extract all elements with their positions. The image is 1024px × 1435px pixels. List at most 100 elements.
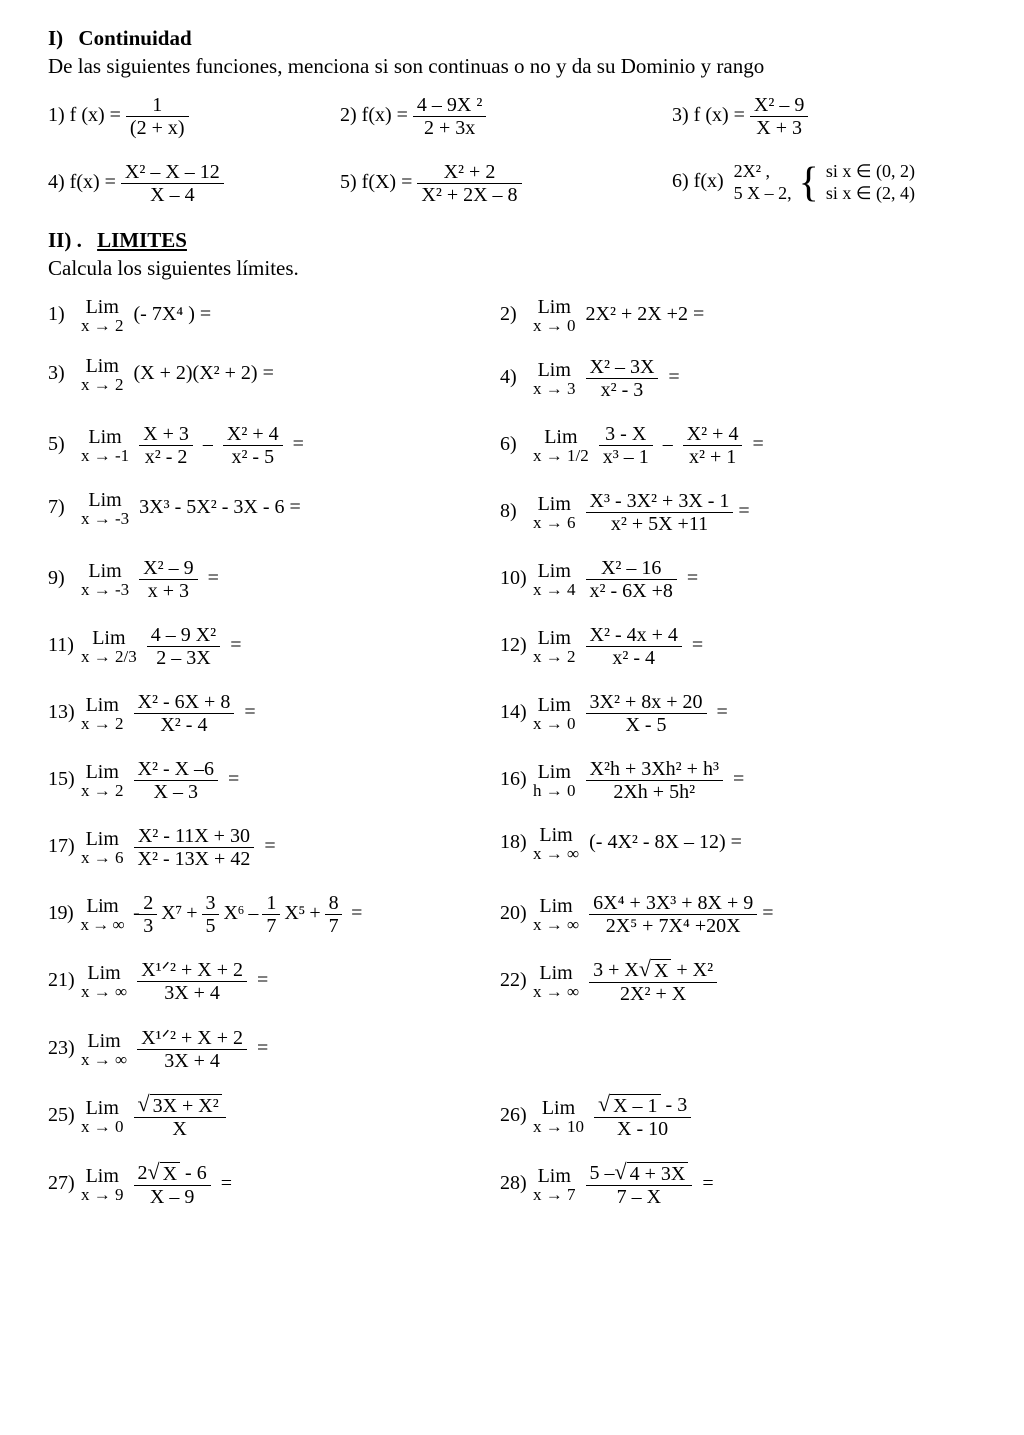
problem-number: 3) — [48, 362, 76, 385]
radicand: 4 + 3X — [627, 1162, 689, 1185]
numerator: 1 — [126, 94, 189, 117]
limit-17: 17) Limx → 6 X² - 11X + 30X² - 13X + 42 … — [48, 825, 488, 870]
denominator: 3X + 4 — [137, 1050, 247, 1072]
equals: = — [762, 902, 773, 924]
lim-text: Lim — [81, 490, 129, 510]
problem-number: 15) — [48, 768, 76, 791]
lim-to: x → 4 — [533, 581, 576, 598]
expression: 3X³ - 5X² - 3X - 6 = — [139, 496, 301, 518]
problem-2: 2) f(x) = 4 – 9X ² 2 + 3x — [340, 94, 660, 139]
numerator: 3 + X√X + X² — [589, 959, 717, 983]
equals: = — [228, 768, 239, 790]
numerator: X² - 4x + 4 — [586, 624, 682, 647]
problem-number: 7) — [48, 496, 76, 519]
numerator: X² – 16 — [586, 557, 677, 580]
radicand: X — [160, 1162, 180, 1185]
limit-12: 12) Limx → 2 X² - 4x + 4x² - 4 = — [500, 624, 1000, 669]
denominator: X² - 13X + 42 — [134, 848, 255, 870]
cond-a: si x ∈ (0, 2) — [826, 161, 915, 181]
limit-25: 25) Limx → 0 √3X + X² X — [48, 1094, 488, 1140]
continuity-row-2: 4) f(x) = X² – X – 12 X – 4 5) f(X) = X²… — [48, 161, 1004, 206]
limits-row-7: 13) Limx → 2 X² - 6X + 8X² - 4 = 14) Lim… — [48, 691, 1004, 736]
lim-text: Lim — [533, 561, 576, 581]
limits-row-1: 1) Limx → 2 (- 7X⁴ ) = 2) Limx → 0 2X² +… — [48, 297, 1004, 334]
numerator: 3X² + 8x + 20 — [586, 691, 707, 714]
term: - 6 — [180, 1162, 207, 1184]
problem-1: 1) f (x) = 1 (2 + x) — [48, 94, 328, 139]
numerator: 2 — [139, 892, 157, 915]
expression: (- 7X⁴ ) = — [134, 303, 212, 325]
lim-text: Lim — [533, 427, 589, 447]
problem-number: 20) — [500, 902, 528, 925]
lim-text: Lim — [533, 360, 576, 380]
numerator: X² - 6X + 8 — [134, 691, 235, 714]
section-2-instructions: Calcula los siguientes límites. — [48, 256, 1004, 280]
term: X⁵ + — [284, 902, 320, 924]
lim-text: Lim — [533, 896, 579, 916]
section-1-name: Continuidad — [78, 26, 191, 50]
limit-6: 6) Limx → 1/2 3 - Xx³ – 1 – X² + 4x² + 1… — [500, 423, 1000, 468]
term: 5 – — [590, 1162, 615, 1184]
denominator: X — [134, 1118, 226, 1140]
lim-text: Lim — [533, 963, 579, 983]
numerator: 5 –√4 + 3X — [586, 1162, 693, 1186]
problem-label: 4) f(x) = — [48, 171, 116, 193]
radical-icon: √ — [138, 1094, 150, 1114]
numerator: X² – 9 — [139, 557, 197, 580]
piece-a: 2X² , — [734, 161, 770, 181]
equals: = — [692, 634, 703, 656]
radicand: X — [651, 959, 671, 982]
section-1-instructions: De las siguientes funciones, menciona si… — [48, 54, 1004, 78]
limits-row-12: 23) Limx → ∞ X¹ᐟ² + X + 23X + 4 = — [48, 1027, 1004, 1072]
denominator: 3 — [139, 915, 157, 937]
denominator: 2 + 3x — [413, 117, 486, 139]
left-brace-icon: { — [799, 164, 819, 202]
lim-to: x → ∞ — [81, 983, 127, 1000]
denominator: x² - 4 — [586, 647, 682, 669]
radical-icon: √ — [639, 959, 651, 979]
equals: = — [738, 500, 749, 522]
problem-number: 19) — [48, 902, 76, 925]
problem-number: 9) — [48, 567, 76, 590]
problem-number: 21) — [48, 969, 76, 992]
limits-row-8: 15) Limx → 2 X² - X –6X – 3 = 16) Limh →… — [48, 758, 1004, 803]
limit-14: 14) Limx → 0 3X² + 8x + 20X - 5 = — [500, 691, 1000, 736]
lim-text: Lim — [81, 896, 125, 916]
limits-row-11: 21) Limx → ∞ X¹ᐟ² + X + 23X + 4 = 22) Li… — [48, 959, 1004, 1005]
limit-26: 26) Limx → 10 √X – 1 - 3 X - 10 — [500, 1094, 1000, 1140]
lim-text: Lim — [533, 762, 576, 782]
section-2-name: LIMITES — [97, 228, 187, 252]
problem-number: 26) — [500, 1104, 528, 1127]
lim-text: Lim — [533, 1166, 576, 1186]
denominator: x² - 2 — [139, 446, 193, 468]
denominator: x² - 6X +8 — [586, 580, 677, 602]
numerator: X² - 11X + 30 — [134, 825, 255, 848]
limit-15: 15) Limx → 2 X² - X –6X – 3 = — [48, 758, 488, 803]
denominator: X² + 2X – 8 — [417, 184, 521, 206]
denominator: x² + 5X +11 — [586, 513, 734, 535]
denominator: x³ – 1 — [599, 446, 653, 468]
equals: = — [668, 366, 679, 388]
lim-text: Lim — [533, 1098, 584, 1118]
denominator: 2Xh + 5h² — [586, 781, 723, 803]
lim-to: x → 2 — [533, 648, 576, 665]
limits-row-10: 19) Limx → ∞ -23 X⁷ + 35 X⁶ – 17 X⁵ + 87… — [48, 892, 1004, 937]
equals: = — [257, 969, 268, 991]
section-2-title: II) . LIMITES — [48, 228, 1004, 252]
limits-row-2: 3) Limx → 2 (X + 2)(X² + 2) = 4) Limx → … — [48, 356, 1004, 401]
numerator: 2√X - 6 — [134, 1162, 211, 1186]
problem-number: 16) — [500, 768, 528, 791]
equals: = — [351, 902, 362, 924]
problem-number: 4) — [500, 366, 528, 389]
section-2-roman: II) . — [48, 228, 82, 252]
cond-b: si x ∈ (2, 4) — [826, 183, 915, 203]
limit-21: 21) Limx → ∞ X¹ᐟ² + X + 23X + 4 = — [48, 959, 488, 1004]
numerator: X² + 4 — [223, 423, 283, 446]
lim-to: x → 6 — [533, 514, 576, 531]
problem-number: 23) — [48, 1037, 76, 1060]
numerator: √X – 1 - 3 — [594, 1094, 691, 1118]
minus: – — [203, 433, 213, 455]
problem-number: 11) — [48, 634, 76, 657]
lim-to: h → 0 — [533, 782, 576, 799]
lim-text: Lim — [81, 963, 127, 983]
